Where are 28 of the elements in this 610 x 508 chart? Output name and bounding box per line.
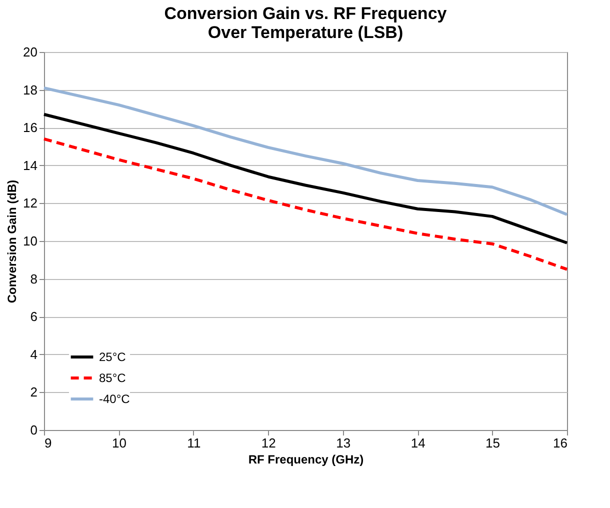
x-tick-label: 13 [336, 436, 351, 450]
y-tick-label: 16 [23, 120, 38, 136]
y-tick-label: 10 [23, 234, 38, 248]
x-axis-title: RF Frequency (GHz) [248, 452, 364, 466]
x-tick-label: 11 [187, 436, 201, 450]
y-tick-label: 14 [23, 158, 38, 173]
chart-title: Conversion Gain vs. RF Frequency Over Temperature (LSB) [164, 4, 448, 42]
line-series [42, 86, 568, 216]
line-series [42, 137, 568, 271]
x-tick-label: 10 [112, 436, 126, 450]
y-axis-title: Conversion Gain (dB) [5, 180, 20, 304]
y-tick-label: 20 [23, 44, 38, 60]
legend-label: 25°C [99, 350, 126, 364]
y-tick-label: 12 [23, 196, 38, 211]
y-tick-label: 18 [23, 82, 38, 98]
x-tick-label: 12 [261, 436, 276, 450]
y-tick-label: 2 [30, 384, 38, 400]
x-tick-label: 9 [44, 436, 52, 450]
x-tick-label: 14 [410, 436, 426, 450]
legend-label: -40°C [99, 392, 130, 406]
x-tick-label: 16 [553, 436, 568, 450]
line-series [42, 112, 568, 244]
legend-label: 85°C [99, 371, 126, 385]
y-tick-label: 8 [30, 271, 38, 286]
y-tick-label: 6 [30, 309, 38, 324]
y-tick-label: 4 [30, 346, 38, 362]
y-tick-label: 0 [30, 422, 38, 438]
x-tick-label: 15 [486, 436, 500, 450]
